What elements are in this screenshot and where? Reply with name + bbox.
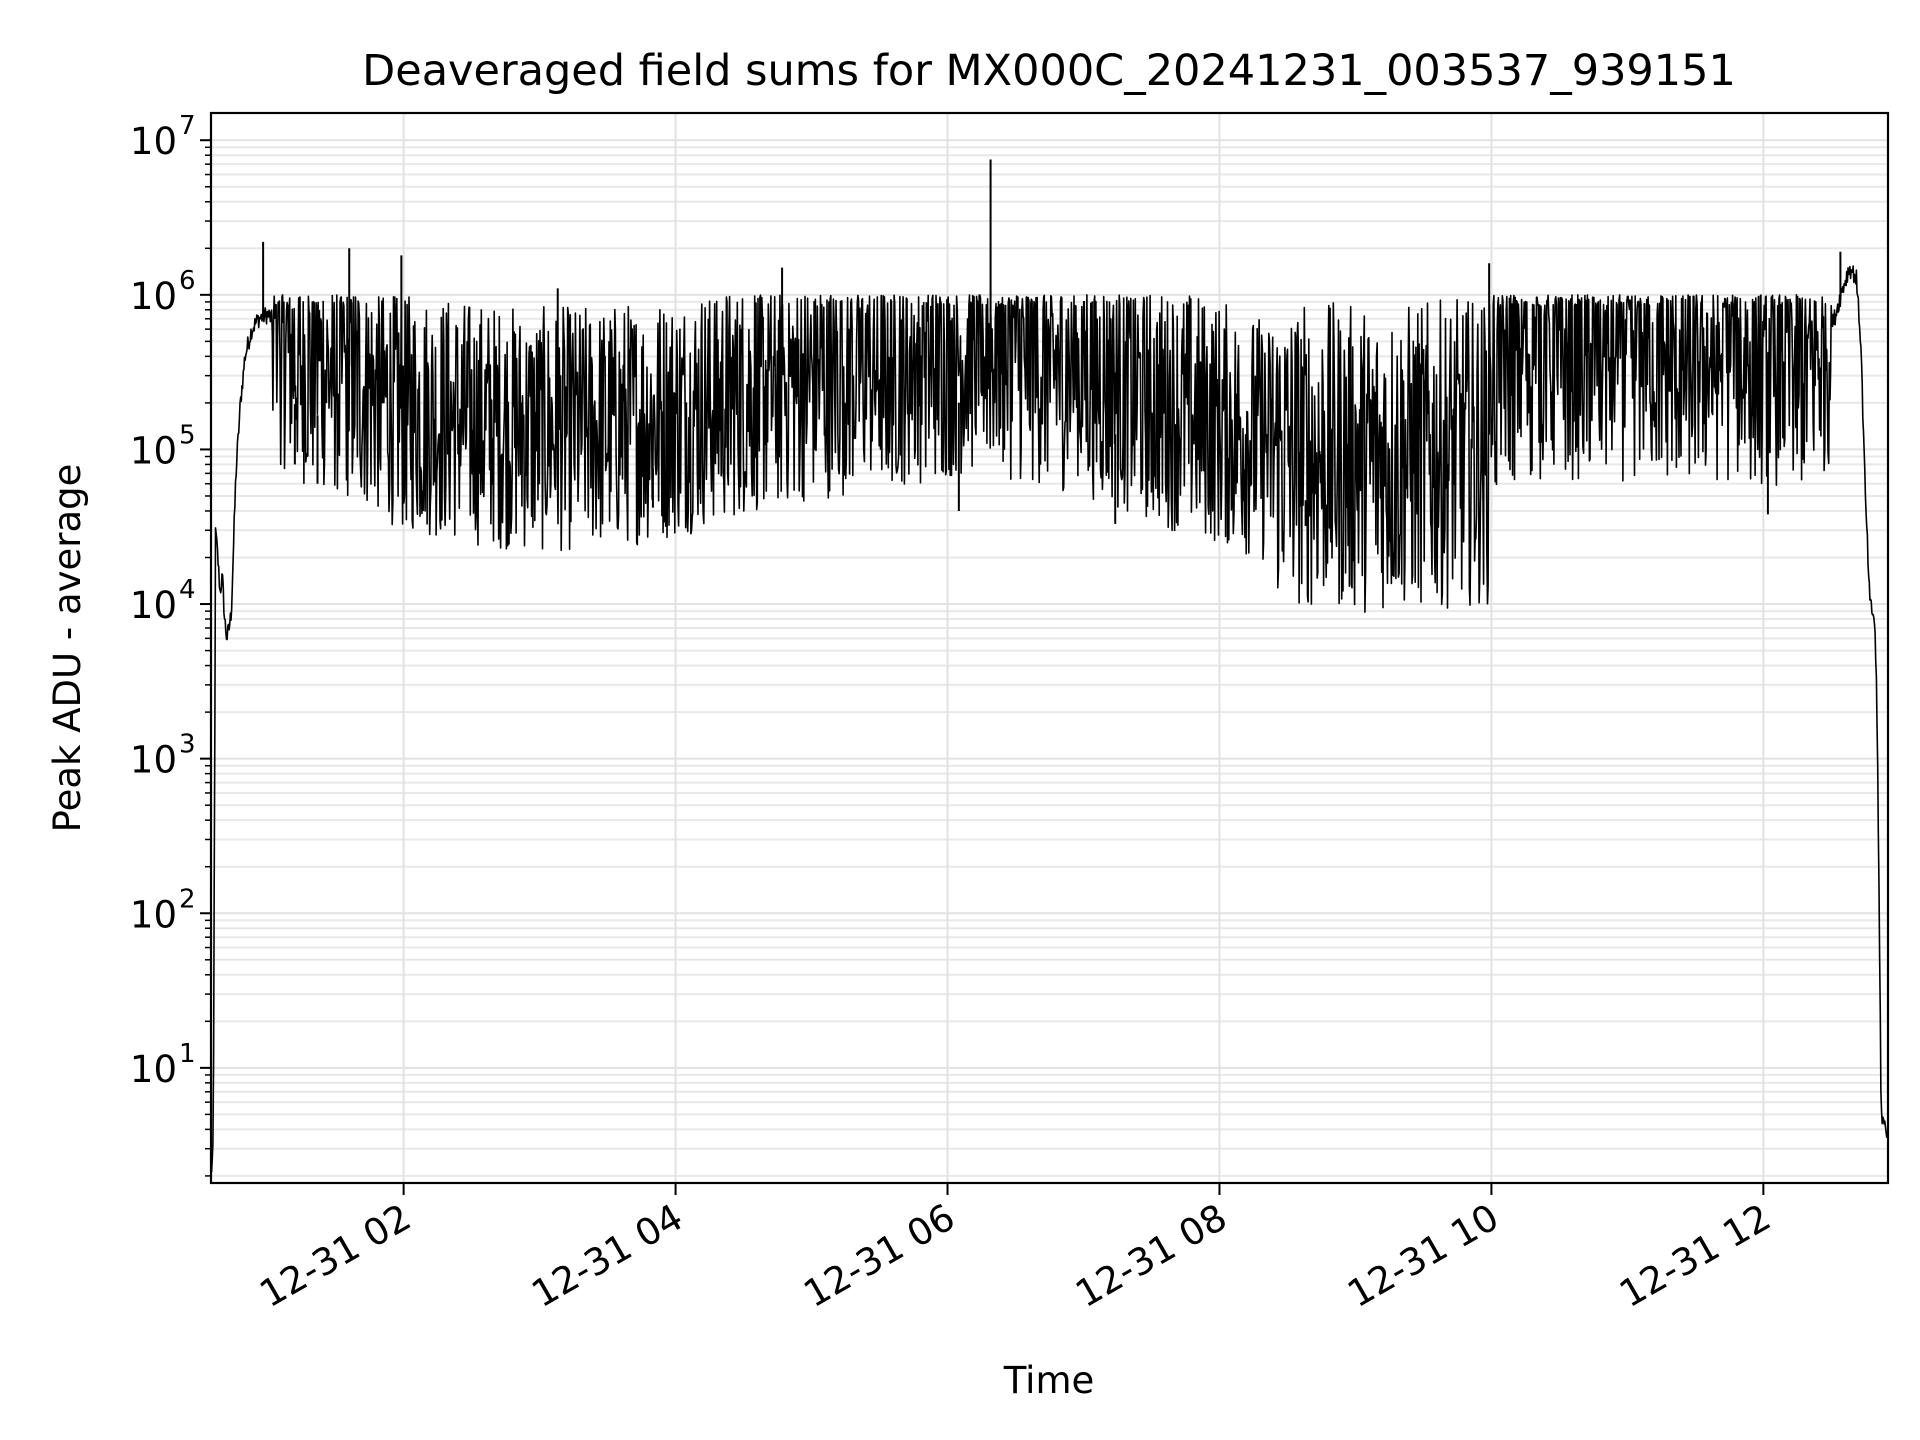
y-tick-exponent: 4 (179, 575, 196, 605)
y-tick-label: 10 (130, 1048, 177, 1091)
y-tick-exponent: 1 (179, 1039, 196, 1069)
x-axis-label: Time (1003, 1359, 1095, 1402)
y-tick-label: 10 (130, 893, 177, 936)
y-tick-exponent: 7 (179, 111, 196, 141)
series-layer (210, 159, 1889, 1174)
y-tick-exponent: 3 (179, 730, 196, 760)
y-tick-label: 10 (130, 739, 177, 782)
series-line (210, 265, 1889, 1174)
y-tick-label: 10 (130, 429, 177, 472)
y-tick-exponent: 6 (179, 266, 196, 296)
y-tick-exponent: 5 (179, 420, 196, 450)
y-tick-label: 10 (130, 275, 177, 318)
plot-background (211, 113, 1888, 1183)
y-tick-exponent: 2 (179, 884, 196, 914)
chart-title: Deaveraged field sums for MX000C_2024123… (362, 46, 1736, 96)
plot-frame (209, 111, 1890, 1185)
y-tick-label: 10 (130, 120, 177, 163)
y-axis-label: Peak ADU - average (46, 464, 89, 833)
y-tick-label: 10 (130, 584, 177, 627)
